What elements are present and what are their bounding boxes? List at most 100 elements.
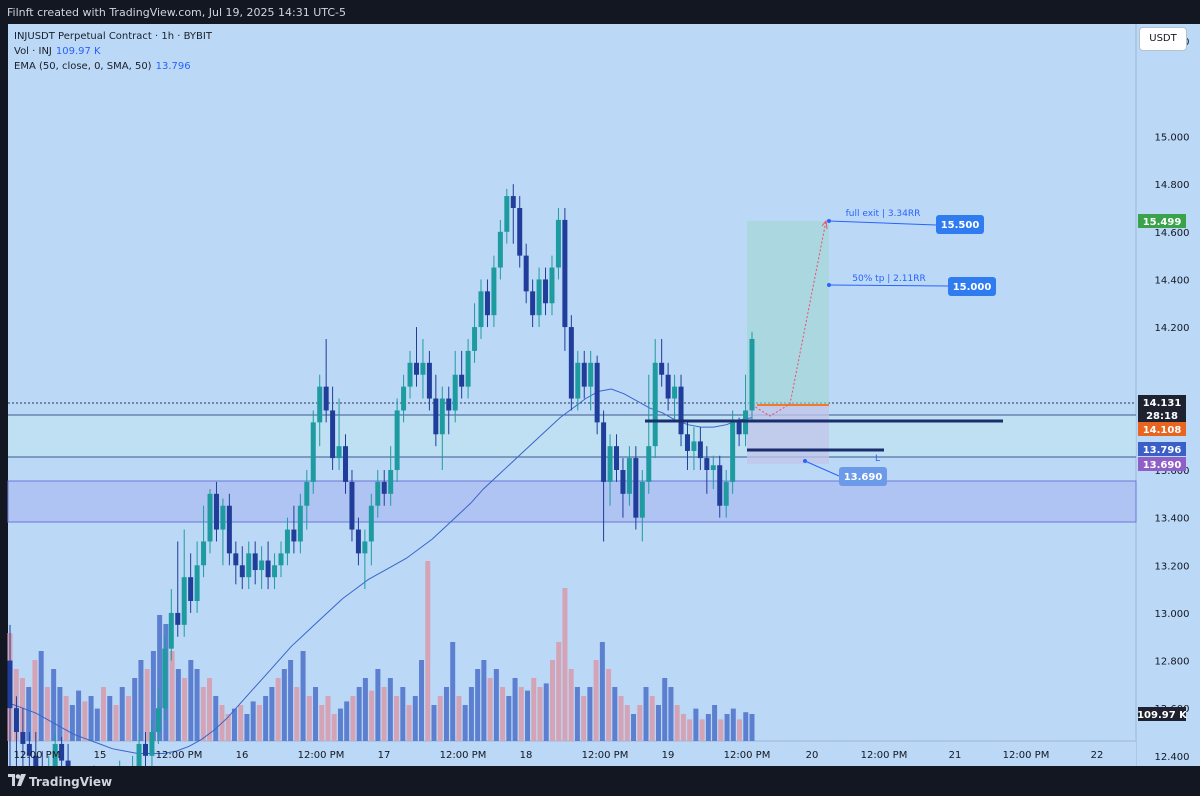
- level-label-13690[interactable]: [839, 467, 887, 486]
- candle-body: [614, 446, 620, 470]
- candle-body: [162, 648, 168, 709]
- volume-bar: [737, 719, 743, 741]
- candle-body: [330, 410, 336, 459]
- volume-bar: [506, 696, 512, 741]
- volume-bar: [331, 714, 337, 741]
- volume-bar: [138, 660, 144, 741]
- volume-bar: [543, 683, 549, 741]
- volume-bar: [269, 687, 275, 741]
- candle-body: [278, 553, 284, 566]
- time-axis[interactable]: 12:00 PM 15 12:00 PM 16 12:00 PM 17 12:00 PM 18…: [14, 750, 1104, 761]
- volume-bar: [244, 714, 250, 741]
- volume-bar: [468, 687, 474, 741]
- volume-bar: [344, 701, 350, 741]
- time-tick: 20: [806, 750, 819, 761]
- target-zone: [747, 221, 829, 405]
- candle-body: [633, 458, 639, 518]
- volume-bar: [82, 701, 88, 741]
- volume-bar: [518, 687, 524, 741]
- candle-body: [704, 458, 710, 470]
- level-label-15000[interactable]: [948, 277, 996, 296]
- level-label-15500[interactable]: [936, 215, 984, 234]
- time-tick: 22: [1091, 750, 1104, 761]
- candle-body: [691, 441, 697, 451]
- volume-bar: [76, 690, 82, 741]
- price-tick: 14.800: [1155, 180, 1190, 191]
- volume-bar: [562, 588, 568, 741]
- candle-body: [601, 422, 607, 482]
- volume-bar: [500, 687, 506, 741]
- time-tick: 12:00 PM: [156, 750, 203, 761]
- price-tick: 15.000: [1155, 133, 1190, 144]
- candle-body: [220, 505, 226, 530]
- candle-body: [420, 362, 426, 375]
- candle-body: [426, 362, 432, 399]
- candle-body: [26, 743, 32, 756]
- candle-body: [33, 755, 39, 766]
- volume-bar: [394, 696, 400, 741]
- candle-body: [246, 553, 252, 578]
- volume-bar: [356, 687, 362, 741]
- candle-body: [510, 196, 516, 208]
- candle-body: [233, 553, 239, 566]
- time-tick: 19: [662, 750, 675, 761]
- volume-bar: [57, 687, 63, 741]
- long-label: L: [875, 454, 880, 464]
- volume-bar: [525, 690, 531, 741]
- volume-bar: [475, 669, 481, 741]
- candle-body: [388, 470, 394, 494]
- candle-body: [723, 481, 729, 506]
- candle-body: [568, 327, 574, 399]
- volume-bar: [256, 705, 262, 741]
- volume-bar: [462, 705, 468, 741]
- volume-bar: [26, 687, 32, 741]
- volume-bar: [674, 705, 680, 741]
- candle-body: [472, 327, 478, 351]
- currency-button[interactable]: USDT: [1139, 27, 1187, 51]
- candle-body: [749, 338, 755, 411]
- volume-bar: [512, 678, 518, 741]
- volume-bar: [325, 696, 331, 741]
- candle-body: [188, 577, 194, 602]
- volume-bar: [481, 660, 487, 741]
- candle-body: [304, 481, 310, 506]
- volume-bar: [643, 687, 649, 741]
- volume-bar: [188, 660, 194, 741]
- volume-bar: [419, 660, 425, 741]
- time-tick: 15: [94, 750, 107, 761]
- candle-body: [401, 386, 407, 411]
- volume-bar: [593, 660, 599, 741]
- candle-body: [626, 458, 632, 494]
- candle-body: [291, 529, 297, 542]
- time-tick: 12:00 PM: [582, 750, 629, 761]
- volume-bar: [531, 678, 537, 741]
- volume-bar: [38, 651, 44, 741]
- price-tick: 13.200: [1155, 561, 1190, 572]
- volume-bar: [362, 678, 368, 741]
- candle-body: [175, 612, 181, 625]
- volume-bar: [288, 660, 294, 741]
- time-tick: 21: [949, 750, 962, 761]
- volume-bar: [250, 701, 256, 741]
- title-bar: Filnft created with TradingView.com, Jul…: [0, 0, 1200, 24]
- candle-body: [549, 267, 555, 304]
- candle-body: [362, 541, 368, 554]
- candle-body: [646, 446, 652, 482]
- volume-bar: [606, 669, 612, 741]
- volume-bar: [618, 696, 624, 741]
- svg-text:14.108: 14.108: [1143, 425, 1182, 436]
- candle-body: [259, 560, 265, 571]
- candle-body: [168, 612, 174, 649]
- time-tick: 12:00 PM: [298, 750, 345, 761]
- candle-body: [394, 410, 400, 470]
- volume-bar: [612, 687, 618, 741]
- candle-body: [581, 362, 587, 387]
- chart-canvas[interactable]: L 15.500 full exit | 3.34RR 15.000 50% t…: [0, 24, 1200, 766]
- volume-bar: [443, 687, 449, 741]
- volume-bar: [51, 669, 57, 741]
- badge-ema: [1138, 442, 1186, 456]
- price-tick: 12.800: [1155, 657, 1190, 668]
- candle-body: [575, 362, 581, 399]
- volume-bar: [375, 669, 381, 741]
- time-tick: 18: [520, 750, 533, 761]
